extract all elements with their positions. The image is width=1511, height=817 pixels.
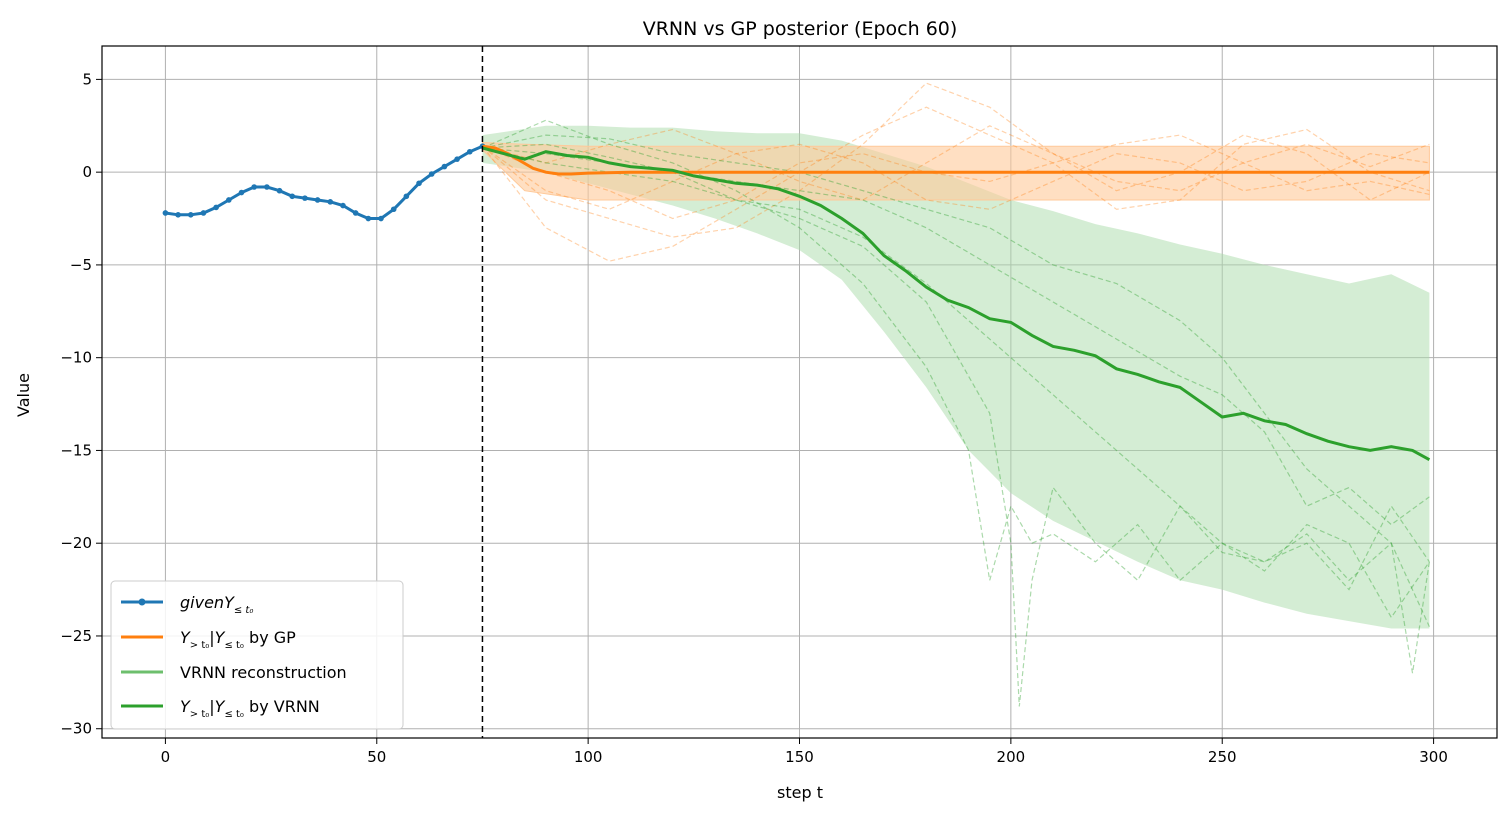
legend-item-vrnn: Y> t₀|Y≤ t₀ by VRNN	[121, 697, 320, 720]
vrnn-sample-line	[482, 119, 1430, 619]
given-point	[454, 156, 460, 162]
vrnn-sample-line	[482, 147, 1430, 627]
legend-item-vrnn-reconstruction: VRNN reconstruction	[121, 663, 347, 682]
given-point	[378, 215, 384, 222]
given-point	[441, 163, 448, 170]
gp-sample-line	[482, 134, 1430, 220]
y-tick-label: −20	[60, 534, 92, 552]
x-tick-label: 300	[1419, 748, 1448, 766]
given-point	[428, 171, 435, 177]
series-lines	[162, 143, 1431, 462]
vrnn-sample-line	[482, 134, 1430, 674]
given-point	[390, 206, 397, 213]
vrnn-uncertainty-band	[482, 125, 1430, 629]
given-point	[466, 148, 473, 155]
y-tick-label: −30	[60, 720, 92, 738]
given-point	[327, 199, 334, 205]
legend-frame	[110, 580, 404, 730]
given-point	[403, 193, 410, 200]
y-axis-label: Value	[14, 373, 33, 417]
y-tick-label: 5	[82, 70, 92, 88]
gp-sample-line	[482, 125, 1430, 201]
vrnn-mean-line	[482, 146, 1431, 462]
x-axis-ticks: 0 50 100 150 200 250 300	[161, 738, 1448, 766]
gp-sample-line	[482, 143, 1430, 210]
x-tick-label: 250	[1208, 748, 1237, 766]
legend: givenY≤ t₀ Y> t₀|Y≤ t₀ by GP VRNN recons…	[110, 580, 404, 730]
chart-title: VRNN vs GP posterior (Epoch 60)	[643, 18, 958, 40]
given-point	[213, 204, 219, 211]
legend-label-vrnn-reconstruction: VRNN reconstruction	[180, 663, 347, 682]
given-point	[264, 184, 270, 190]
given-point	[289, 193, 296, 200]
legend-item-given: givenY≤ t₀	[121, 593, 253, 616]
y-axis-ticks: 5 0 −5 −10 −15 −20 −25 −30	[60, 70, 102, 738]
vrnn-sample-line	[482, 143, 1430, 707]
legend-item-gp: Y> t₀|Y≤ t₀ by GP	[121, 628, 296, 651]
given-point	[175, 212, 181, 218]
x-tick-label: 0	[161, 748, 171, 766]
given-point	[187, 212, 194, 218]
x-tick-label: 50	[367, 748, 386, 766]
given-point	[226, 197, 232, 203]
x-tick-label: 150	[785, 748, 814, 766]
sample-lines	[482, 82, 1430, 707]
given-point	[352, 210, 359, 216]
y-tick-label: −25	[60, 627, 92, 645]
x-axis-label: step t	[777, 783, 823, 802]
legend-marker-given	[138, 598, 146, 606]
legend-label-given: givenY≤ t₀	[180, 593, 253, 616]
given-point	[340, 202, 346, 209]
given-point	[276, 187, 283, 194]
given-point	[162, 210, 169, 216]
gp-sample-line	[482, 106, 1430, 262]
y-tick-label: −10	[60, 349, 92, 367]
y-tick-label: 0	[82, 163, 92, 181]
given-point	[416, 180, 422, 187]
given-point	[314, 197, 321, 203]
legend-label-vrnn: Y> t₀|Y≤ t₀ by VRNN	[180, 697, 320, 720]
given-point	[238, 189, 245, 196]
given-point	[200, 210, 207, 216]
y-tick-label: −5	[70, 256, 92, 274]
plot-area	[101, 45, 1498, 739]
gp-sample-line	[482, 82, 1430, 238]
given-point	[365, 215, 372, 222]
y-tick-label: −15	[60, 441, 92, 459]
given-point	[251, 184, 257, 190]
legend-label-gp: Y> t₀|Y≤ t₀ by GP	[180, 628, 296, 651]
given-point	[302, 195, 308, 201]
vrnn-sample-line	[482, 147, 1430, 526]
x-tick-label: 200	[997, 748, 1026, 766]
x-tick-label: 100	[574, 748, 603, 766]
